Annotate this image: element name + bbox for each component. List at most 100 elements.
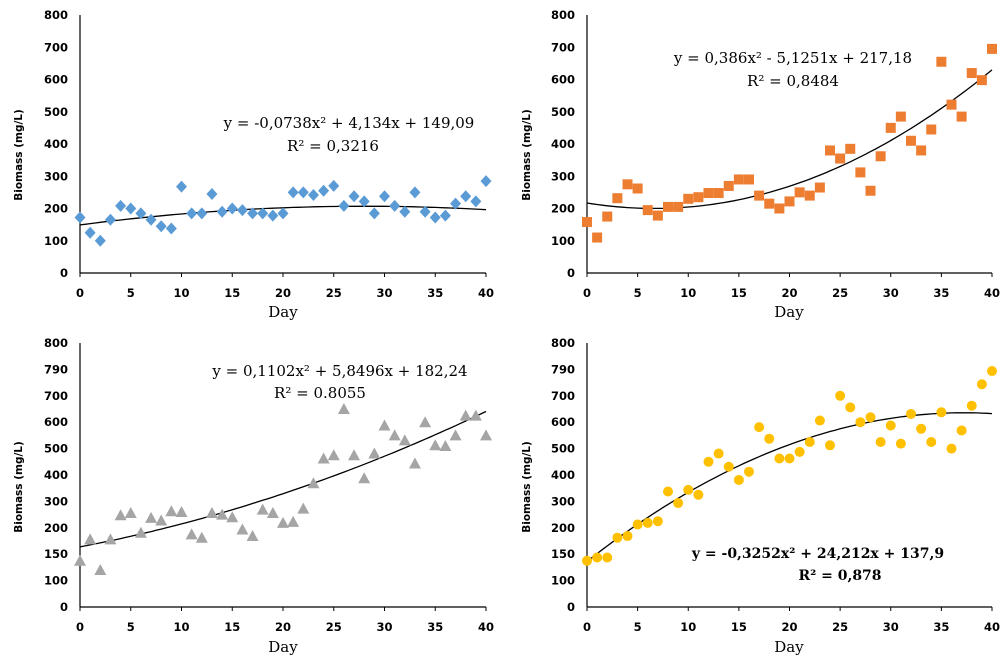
data-point <box>582 217 592 228</box>
y-tick-label: 300 <box>551 169 575 183</box>
y-tick-label: 0 <box>567 600 575 614</box>
y-tick-label: 300 <box>44 494 68 508</box>
data-point <box>470 195 482 208</box>
data-point <box>317 452 330 464</box>
data-point <box>358 195 370 208</box>
data-point <box>399 205 411 218</box>
data-point <box>287 186 299 199</box>
data-point <box>804 437 815 447</box>
x-axis-label-3: Day <box>268 638 298 656</box>
data-point <box>176 180 187 193</box>
data-point <box>186 207 198 220</box>
data-point <box>693 489 704 500</box>
y-tick-label: 150 <box>44 547 68 561</box>
data-point <box>469 409 482 421</box>
data-point <box>956 111 967 122</box>
data-point <box>663 486 673 497</box>
data-point <box>946 443 957 454</box>
data-point <box>84 226 96 239</box>
r-squared-2: R² = 0,8484 <box>747 72 839 90</box>
trendline <box>79 410 487 548</box>
x-tick-label: 25 <box>326 620 342 634</box>
data-point <box>804 190 815 201</box>
y-tick-label: 700 <box>551 389 575 403</box>
data-point <box>916 145 927 156</box>
data-point <box>976 379 987 390</box>
data-point <box>379 190 390 203</box>
data-point <box>936 56 947 67</box>
data-point <box>196 207 208 220</box>
x-axis-label-1: Day <box>268 303 298 321</box>
x-tick-label: 15 <box>224 620 240 634</box>
y-tick-label: 600 <box>551 73 575 87</box>
trendline <box>586 69 993 210</box>
x-tick-label: 30 <box>376 286 392 300</box>
data-point <box>459 409 472 421</box>
data-point <box>825 440 835 451</box>
data-point <box>378 419 391 431</box>
data-point <box>733 474 744 485</box>
r-squared-1: R² = 0,3216 <box>287 137 379 155</box>
data-point <box>865 412 876 423</box>
data-point <box>307 477 320 489</box>
y-tick-label: 700 <box>551 40 575 54</box>
data-point <box>642 517 653 528</box>
data-point <box>74 211 86 224</box>
trend-equation-2: y = 0,386x² - 5,1251x + 217,18 <box>673 49 912 67</box>
r-squared-3: R² = 0.8055 <box>274 384 366 402</box>
data-point <box>754 422 765 433</box>
data-point <box>845 402 856 413</box>
data-point <box>723 461 734 472</box>
data-point <box>693 192 704 203</box>
data-point <box>855 417 866 428</box>
x-tick-label: 20 <box>275 620 291 634</box>
x-tick-label: 30 <box>376 620 392 634</box>
data-point <box>337 403 350 414</box>
data-point <box>277 516 289 528</box>
data-point <box>236 204 248 217</box>
y-tick-label: 600 <box>44 73 68 87</box>
x-tick-label: 35 <box>427 620 443 634</box>
data-point <box>358 472 371 484</box>
data-point <box>104 213 116 226</box>
data-point <box>673 498 684 509</box>
data-point <box>480 429 492 441</box>
y-tick-label: 100 <box>44 234 68 248</box>
data-point <box>348 190 360 203</box>
data-point <box>976 75 987 86</box>
y-tick-label: 790 <box>44 362 68 376</box>
data-point <box>104 533 117 545</box>
data-point <box>784 196 795 207</box>
data-point <box>216 508 229 520</box>
x-tick-label: 20 <box>781 620 797 634</box>
data-point <box>916 423 927 434</box>
data-point <box>135 207 147 220</box>
x-tick-label: 5 <box>127 620 135 634</box>
y-tick-label: 300 <box>551 494 575 508</box>
trend-equation-4: y = -0,3252x² + 24,212x + 137,9 <box>691 546 944 562</box>
chart-panel-1: Biomass (mg/L) Day y = -0,0738x² + 4,134… <box>13 8 494 321</box>
y-tick-label: 700 <box>44 40 68 54</box>
trend-equation-1: y = -0,0738x² + 4,134x + 149,09 <box>223 114 475 132</box>
data-point <box>906 408 916 419</box>
data-point <box>895 438 906 449</box>
y-tick-label: 100 <box>551 574 575 588</box>
y-tick-label: 400 <box>551 137 575 151</box>
y-tick-label: 150 <box>551 547 575 561</box>
data-point <box>94 564 107 576</box>
y-tick-label: 800 <box>551 8 575 22</box>
y-tick-label: 500 <box>44 442 68 456</box>
data-point <box>895 111 906 122</box>
y-axis-label-4: Biomass (mg/L) <box>521 441 533 533</box>
data-point <box>825 145 835 156</box>
data-point <box>398 434 411 446</box>
data-point <box>723 180 734 191</box>
y-tick-label: 500 <box>551 442 575 456</box>
data-point <box>419 205 431 218</box>
data-point <box>408 457 421 469</box>
data-point <box>956 425 967 436</box>
r-squared-4: R² = 0,878 <box>798 568 881 584</box>
data-point <box>966 400 977 411</box>
data-point <box>409 186 421 199</box>
x-tick-label: 40 <box>478 286 494 300</box>
